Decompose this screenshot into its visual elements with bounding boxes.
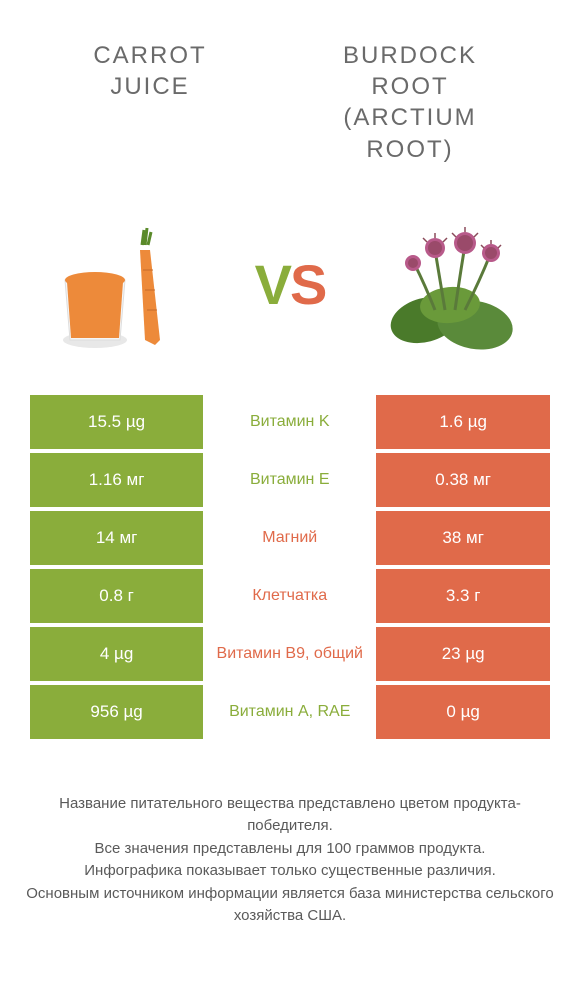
- comparison-table: 15.5 µgВитамин K1.6 µg1.16 мгВитамин E0.…: [0, 395, 580, 739]
- cell-right-value: 23 µg: [376, 627, 550, 681]
- cell-nutrient-label: Витамин B9, общий: [203, 627, 376, 681]
- cell-nutrient-label: Витамин A, RAE: [203, 685, 376, 739]
- vs-v: V: [255, 253, 290, 316]
- burdock-icon: [385, 210, 535, 360]
- title-left-line2: JUICE: [50, 71, 250, 102]
- product-title-right: BURDOCK ROOT (ARCTIUM ROOT): [290, 40, 530, 165]
- cell-nutrient-label: Витамин K: [203, 395, 376, 449]
- images-row: VS: [0, 185, 580, 395]
- comparison-row: 1.16 мгВитамин E0.38 мг: [30, 453, 550, 507]
- footer-line2: Все значения представлены для 100 граммо…: [20, 838, 560, 861]
- cell-right-value: 38 мг: [376, 511, 550, 565]
- cell-right-value: 3.3 г: [376, 569, 550, 623]
- carrot-juice-image: [40, 205, 200, 365]
- cell-left-value: 4 µg: [30, 627, 203, 681]
- header: CARROT JUICE BURDOCK ROOT (ARCTIUM ROOT): [0, 0, 580, 185]
- vs-s: S: [290, 253, 325, 316]
- cell-left-value: 0.8 г: [30, 569, 203, 623]
- footer-line3: Инфографика показывает только существенн…: [20, 860, 560, 883]
- footer-line1: Название питательного вещества представл…: [20, 793, 560, 838]
- cell-left-value: 956 µg: [30, 685, 203, 739]
- footer-line4: Основным источником информации является …: [20, 883, 560, 928]
- cell-right-value: 0 µg: [376, 685, 550, 739]
- product-title-left: CARROT JUICE: [50, 40, 250, 165]
- cell-right-value: 1.6 µg: [376, 395, 550, 449]
- cell-left-value: 1.16 мг: [30, 453, 203, 507]
- comparison-row: 4 µgВитамин B9, общий23 µg: [30, 627, 550, 681]
- comparison-row: 14 мгМагний38 мг: [30, 511, 550, 565]
- footer: Название питательного вещества представл…: [0, 743, 580, 948]
- cell-right-value: 0.38 мг: [376, 453, 550, 507]
- cell-nutrient-label: Магний: [203, 511, 376, 565]
- carrot-juice-icon: [45, 210, 195, 360]
- cell-left-value: 14 мг: [30, 511, 203, 565]
- cell-nutrient-label: Клетчатка: [203, 569, 376, 623]
- burdock-image: [380, 205, 540, 365]
- title-right-line1: BURDOCK: [290, 40, 530, 71]
- comparison-row: 15.5 µgВитамин K1.6 µg: [30, 395, 550, 449]
- title-left-line1: CARROT: [50, 40, 250, 71]
- vs-label: VS: [255, 252, 326, 317]
- title-right-line3: (ARCTIUM: [290, 102, 530, 133]
- title-right-line2: ROOT: [290, 71, 530, 102]
- cell-left-value: 15.5 µg: [30, 395, 203, 449]
- comparison-row: 0.8 гКлетчатка3.3 г: [30, 569, 550, 623]
- title-right-line4: ROOT): [290, 134, 530, 165]
- comparison-row: 956 µgВитамин A, RAE0 µg: [30, 685, 550, 739]
- cell-nutrient-label: Витамин E: [203, 453, 376, 507]
